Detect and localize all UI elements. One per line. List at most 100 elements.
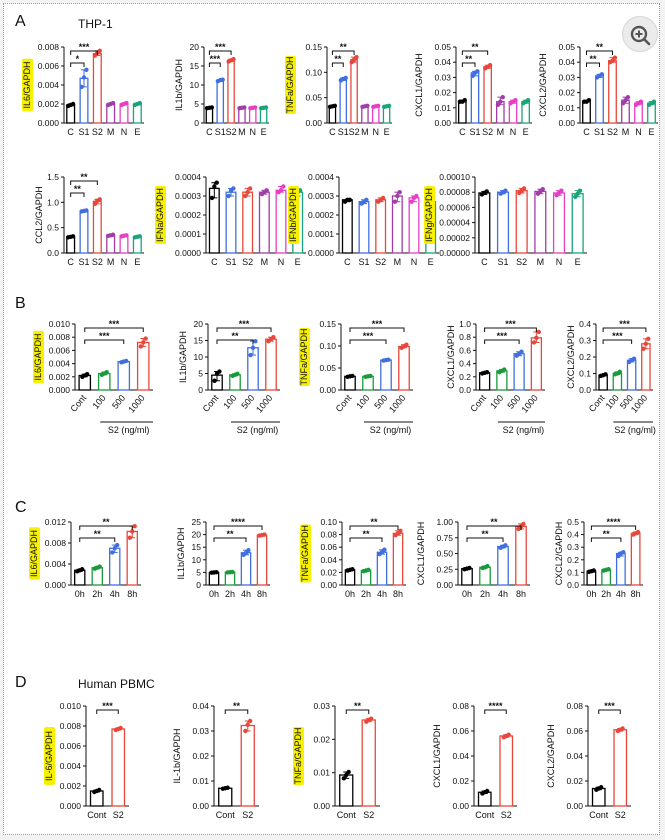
y-tick-label: 0.2 xyxy=(567,555,579,565)
significance-label: ** xyxy=(231,331,239,341)
bar xyxy=(136,341,150,391)
data-point xyxy=(392,199,398,204)
bar xyxy=(376,551,388,586)
data-point xyxy=(209,195,215,201)
y-tick-label: 0.002 xyxy=(38,99,60,109)
y-tick-label: 0.004 xyxy=(38,80,60,90)
y-tick-label: 0.0003 xyxy=(175,191,201,201)
significance-label: ** xyxy=(589,54,597,64)
significance-label: ** xyxy=(370,517,378,527)
significance-label: *** xyxy=(604,701,615,711)
x-tick-label: 2h xyxy=(601,589,611,599)
ylabel-highlight xyxy=(22,58,33,112)
data-point xyxy=(84,371,90,377)
y-tick-label: 0.0 xyxy=(459,385,471,395)
x-tick-label: 0h xyxy=(75,589,85,599)
y-axis-label: IFNg/GAPDH xyxy=(424,188,434,242)
y-tick-label: 0.2 xyxy=(579,352,591,362)
data-point xyxy=(235,371,240,377)
chart-24: 0.00 0.02 0.04 0.06 0.08 CXCL2/GAPDH Cont S2 *** xyxy=(546,701,631,820)
x-tick-label: 1000 xyxy=(629,393,650,415)
data-point xyxy=(485,563,490,569)
bar xyxy=(258,191,270,254)
significance-bracket xyxy=(216,327,272,332)
y-tick-label: 0.1 xyxy=(579,369,591,379)
data-point xyxy=(137,234,142,239)
x-tick-label: S1 xyxy=(497,257,508,267)
chart-17: 0.00 0.02 0.04 0.06 0.08 0.10 TNFa/GAPDH 0h 2h 4h… xyxy=(300,517,406,599)
bar xyxy=(240,724,255,807)
significance-bracket xyxy=(331,50,355,55)
bar xyxy=(339,78,348,124)
significance-bracket xyxy=(466,525,522,530)
significance-bracket xyxy=(79,525,133,530)
data-point xyxy=(603,372,608,377)
data-point xyxy=(124,100,129,106)
y-tick-label: 0.000 xyxy=(38,118,60,128)
y-tick-label: 0.15 xyxy=(319,319,336,329)
y-tick-label: 0.05 xyxy=(558,42,575,52)
x-tick-label: Cont xyxy=(334,392,354,413)
data-point xyxy=(212,378,217,383)
data-point xyxy=(620,101,626,106)
data-point xyxy=(252,105,258,110)
x-tick-label: E xyxy=(523,127,529,137)
data-point xyxy=(350,373,355,379)
y-tick-label: 0.00004 xyxy=(439,218,470,228)
bar xyxy=(350,59,358,124)
data-point xyxy=(114,542,120,548)
data-point xyxy=(346,769,351,775)
y-axis-label: IL-1b/GAPDH xyxy=(172,728,182,783)
bar xyxy=(358,201,370,254)
y-tick-label: 0.05 xyxy=(434,42,451,52)
x-tick-label: Cont xyxy=(589,810,609,820)
significance-label: ** xyxy=(603,529,611,539)
y-tick-label: 0.4 xyxy=(567,530,579,540)
bar xyxy=(534,190,547,254)
y-tick-label: 0.08 xyxy=(320,530,337,540)
data-point xyxy=(245,722,250,727)
y-tick-label: 0.6 xyxy=(459,345,471,355)
x-tick-label: N xyxy=(411,257,418,267)
data-point xyxy=(81,75,87,80)
x-tick-label: M xyxy=(107,127,115,137)
data-point xyxy=(534,335,539,341)
x-tick-label: 8h xyxy=(127,589,137,599)
x-tick-label: N xyxy=(278,257,285,267)
y-axis-label: IL6/GAPDH xyxy=(33,333,43,380)
chart-21: 0.00 0.01 0.02 0.03 0.04 IL-1b/GAPDH Cont S2 ** xyxy=(172,701,259,820)
zoom-button[interactable] xyxy=(622,16,658,52)
x-tick-label: 1000 xyxy=(387,393,408,415)
y-tick-label: 15 xyxy=(194,336,204,346)
y-tick-label: 0.0003 xyxy=(308,191,334,201)
data-point xyxy=(525,98,531,103)
y-tick-label: 0 xyxy=(198,385,203,395)
bar xyxy=(79,210,89,254)
data-point xyxy=(506,732,511,737)
x-tick-label: S1 xyxy=(215,127,226,137)
y-tick-label: 25 xyxy=(192,517,202,527)
y-tick-label: 0.0 xyxy=(47,248,59,258)
y-tick-label: 0.00 xyxy=(320,580,337,590)
data-point xyxy=(243,728,248,734)
bar xyxy=(470,72,480,124)
data-point xyxy=(248,352,253,358)
y-tick-label: 5 xyxy=(198,369,203,379)
y-tick-label: 0.00 xyxy=(313,801,330,811)
panel-title-a: THP-1 xyxy=(78,17,113,31)
significance-label: *** xyxy=(215,42,226,52)
y-tick-label: 0.10 xyxy=(320,517,337,527)
significance-bracket xyxy=(590,525,637,530)
bar xyxy=(552,192,566,254)
x-tick-label: 0h xyxy=(586,589,596,599)
significance-bracket xyxy=(213,537,247,542)
significance-label: ** xyxy=(362,529,370,539)
data-point xyxy=(141,340,146,345)
significance-bracket xyxy=(461,50,489,55)
y-tick-label: 0.006 xyxy=(60,741,82,751)
significance-label: **** xyxy=(488,701,503,711)
significance-bracket xyxy=(466,537,504,542)
data-point xyxy=(347,197,352,202)
panel-letter-d: D xyxy=(15,674,27,691)
y-tick-label: 0.00 xyxy=(436,580,453,590)
